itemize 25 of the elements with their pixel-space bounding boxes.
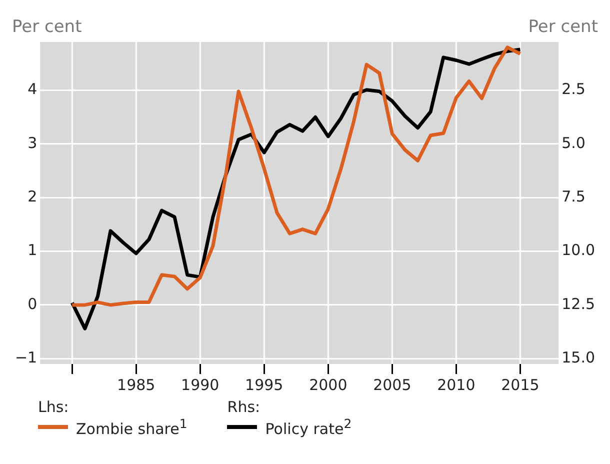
y-tick-label: 2: [28, 188, 38, 206]
x-tick-label: 1985: [117, 376, 156, 394]
x-tick-label: 2015: [501, 376, 540, 394]
text: Lhs:: [38, 398, 70, 416]
y-tick-label: 3: [28, 134, 38, 152]
x-tick-label: 2005: [373, 376, 412, 394]
x-tick-label: 2010: [437, 376, 476, 394]
x-tick-label: 1995: [245, 376, 284, 394]
y-tick-label: −1: [14, 348, 38, 367]
y-tick-label: 0: [28, 294, 38, 313]
y-axis-title: Per cent: [12, 16, 82, 37]
y-tick-label: 1: [28, 241, 38, 260]
y-tick-label: 4: [28, 80, 38, 98]
y2-tick-label: 7.5: [562, 188, 586, 206]
x-tick-label: 1990: [181, 376, 220, 394]
legend-label: Policy rate$^{2}$: [265, 416, 352, 438]
y2-axis-title: Per cent: [528, 16, 598, 37]
y2-tick-label: 10.0: [562, 241, 596, 260]
y2-tick-label: 12.5: [562, 294, 596, 313]
legend-label: Zombie share$^{1}$: [76, 416, 188, 438]
text: Rhs:: [227, 398, 262, 416]
y2-tick-label: 5.0: [562, 134, 586, 152]
y2-tick-label: 2.5: [562, 80, 586, 98]
x-tick-label: 2000: [309, 376, 348, 394]
y2-tick-label: 15.0: [562, 348, 596, 367]
